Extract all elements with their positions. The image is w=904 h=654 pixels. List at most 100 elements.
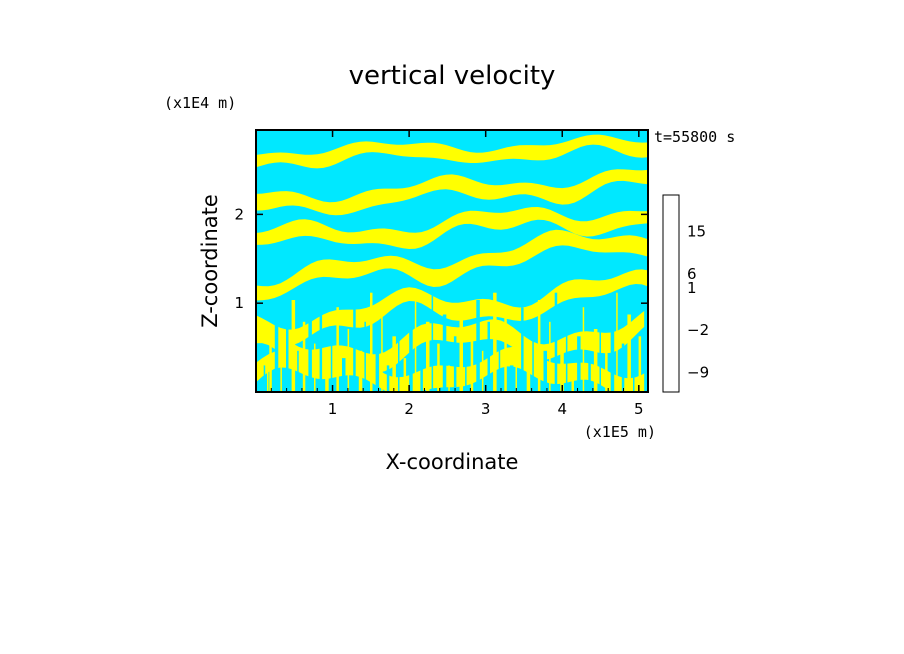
colorbar-frame bbox=[662, 194, 680, 393]
y-tick-label: 2 bbox=[234, 205, 244, 223]
x-tick-label: 4 bbox=[557, 400, 567, 418]
velocity-streak bbox=[532, 329, 534, 392]
velocity-band bbox=[256, 134, 648, 169]
velocity-streak bbox=[453, 336, 457, 392]
colorbar-label: −2 bbox=[687, 321, 709, 339]
velocity-band bbox=[256, 207, 648, 249]
velocity-streak bbox=[571, 365, 574, 392]
y-axis-label: Z-coordinate bbox=[198, 194, 222, 328]
velocity-streak bbox=[263, 365, 266, 392]
velocity-streak bbox=[386, 365, 390, 392]
x-axis-label: X-coordinate bbox=[386, 450, 519, 474]
velocity-streak bbox=[336, 307, 339, 392]
x-unit-label: (x1E5 m) bbox=[584, 423, 656, 441]
plot-area bbox=[255, 129, 649, 393]
colorbar-label: −9 bbox=[687, 363, 709, 381]
velocity-streak bbox=[476, 300, 480, 392]
velocity-streak bbox=[420, 350, 423, 392]
y-tick-label: 1 bbox=[234, 294, 244, 312]
velocity-streak bbox=[599, 300, 601, 392]
y-axis-ticks: 12 bbox=[234, 205, 648, 312]
colorbar-label: 6 bbox=[687, 265, 697, 283]
velocity-streak bbox=[487, 321, 490, 392]
velocity-streak bbox=[526, 358, 531, 392]
velocity-streak bbox=[605, 350, 608, 392]
velocity-streak bbox=[521, 307, 524, 392]
velocity-streak bbox=[560, 343, 564, 392]
plot-frame bbox=[255, 129, 649, 393]
colorbar-label: 1 bbox=[687, 279, 697, 297]
colorbar: 15 61 −2 −9 bbox=[687, 223, 709, 382]
x-tick-label: 2 bbox=[404, 400, 414, 418]
velocity-streak bbox=[459, 307, 463, 392]
velocity-streak bbox=[537, 300, 541, 392]
velocity-streak bbox=[638, 336, 642, 392]
velocity-streak bbox=[515, 336, 517, 392]
x-tick-label: 1 bbox=[328, 400, 338, 418]
velocity-streak bbox=[370, 292, 373, 392]
y-unit-label: (x1E4 m) bbox=[164, 94, 236, 112]
velocity-streak bbox=[627, 314, 631, 392]
x-tick-label: 5 bbox=[634, 400, 644, 418]
colorbar-label: 15 bbox=[687, 223, 706, 241]
velocity-streak bbox=[364, 321, 366, 392]
velocity-streak bbox=[577, 336, 581, 392]
velocity-bands bbox=[256, 134, 648, 392]
velocity-streak bbox=[431, 292, 434, 392]
velocity-streak bbox=[504, 314, 507, 392]
velocity-band bbox=[256, 169, 648, 216]
velocity-streak bbox=[314, 343, 316, 392]
velocity-streak bbox=[588, 358, 591, 392]
velocity-streak bbox=[470, 329, 474, 392]
velocity-streak bbox=[325, 365, 329, 392]
velocity-streak bbox=[398, 307, 400, 392]
velocity-streak bbox=[347, 329, 350, 392]
velocity-streak bbox=[269, 336, 272, 392]
velocity-band bbox=[256, 229, 648, 301]
time-label: t=55800 s bbox=[654, 128, 735, 146]
velocity-streak bbox=[549, 321, 551, 392]
x-tick-label: 3 bbox=[481, 400, 491, 418]
velocity-streak bbox=[437, 343, 440, 392]
chart-title: vertical velocity bbox=[349, 61, 556, 91]
velocity-streak bbox=[554, 292, 558, 392]
velocity-streak bbox=[610, 321, 615, 392]
velocity-streak bbox=[409, 329, 413, 392]
velocity-streak bbox=[280, 358, 282, 392]
velocity-streak bbox=[448, 365, 450, 392]
x-axis-ticks: 1 2 3 4 5 bbox=[270, 130, 644, 418]
velocity-streak bbox=[286, 329, 289, 392]
velocity-streak bbox=[358, 350, 363, 392]
velocity-streak bbox=[593, 329, 598, 392]
velocity-streak bbox=[481, 350, 484, 392]
velocity-streak bbox=[621, 343, 625, 392]
velocity-streak bbox=[498, 343, 501, 392]
velocity-streak bbox=[308, 292, 312, 392]
velocity-streak bbox=[403, 358, 407, 392]
velocity-streak bbox=[267, 358, 269, 392]
velocity-streak bbox=[375, 343, 380, 392]
velocity-streak bbox=[319, 314, 323, 392]
velocity-streak bbox=[442, 314, 447, 392]
velocity-streak bbox=[565, 314, 568, 392]
velocity-streak bbox=[297, 350, 299, 392]
velocity-streak bbox=[616, 292, 618, 392]
velocity-streak bbox=[330, 336, 333, 392]
velocity-streak bbox=[543, 350, 547, 392]
velocity-streak bbox=[274, 307, 279, 392]
velocity-streak bbox=[509, 365, 514, 392]
velocity-streak bbox=[302, 321, 306, 392]
velocity-streak bbox=[426, 321, 430, 392]
velocity-streak bbox=[291, 300, 296, 392]
velocity-streak bbox=[465, 358, 467, 392]
velocity-streak bbox=[353, 300, 356, 392]
velocity-streak bbox=[342, 358, 346, 392]
velocity-streak bbox=[633, 365, 635, 392]
velocity-streak bbox=[493, 292, 497, 392]
velocity-streak bbox=[381, 314, 383, 392]
velocity-streak bbox=[414, 300, 417, 392]
velocity-streak bbox=[582, 307, 585, 392]
velocity-streak bbox=[392, 336, 396, 392]
velocity-streak bbox=[644, 307, 648, 392]
